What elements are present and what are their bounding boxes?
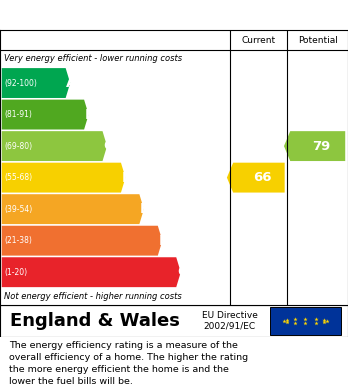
Text: (21-38): (21-38) [4, 236, 32, 245]
Polygon shape [2, 194, 144, 224]
Text: Potential: Potential [298, 36, 338, 45]
Text: Energy Efficiency Rating: Energy Efficiency Rating [9, 8, 229, 23]
Text: Very energy efficient - lower running costs: Very energy efficient - lower running co… [4, 54, 182, 63]
Polygon shape [227, 163, 285, 192]
Text: (92-100): (92-100) [4, 79, 37, 88]
Text: 66: 66 [253, 171, 272, 184]
Text: B: B [85, 108, 95, 122]
Polygon shape [2, 68, 70, 98]
Text: F: F [158, 234, 168, 248]
Polygon shape [284, 131, 345, 161]
Text: A: A [66, 76, 77, 90]
Polygon shape [2, 226, 162, 256]
Text: C: C [103, 139, 113, 153]
Text: Not energy efficient - higher running costs: Not energy efficient - higher running co… [4, 292, 182, 301]
Polygon shape [2, 257, 181, 287]
Text: (55-68): (55-68) [4, 173, 32, 182]
Text: EU Directive
2002/91/EC: EU Directive 2002/91/EC [202, 311, 258, 331]
Polygon shape [2, 131, 107, 161]
Text: 79: 79 [312, 140, 330, 152]
Text: England & Wales: England & Wales [10, 312, 180, 330]
Text: D: D [122, 170, 133, 185]
Text: The energy efficiency rating is a measure of the
overall efficiency of a home. T: The energy efficiency rating is a measur… [9, 341, 248, 386]
Text: G: G [177, 265, 188, 279]
Text: (1-20): (1-20) [4, 268, 27, 277]
Bar [270, 307, 341, 335]
Text: (81-91): (81-91) [4, 110, 32, 119]
Polygon shape [2, 163, 126, 192]
Text: E: E [140, 202, 150, 216]
Text: (69-80): (69-80) [4, 142, 32, 151]
Text: Current: Current [242, 36, 276, 45]
Text: (39-54): (39-54) [4, 204, 32, 213]
Polygon shape [2, 100, 89, 129]
